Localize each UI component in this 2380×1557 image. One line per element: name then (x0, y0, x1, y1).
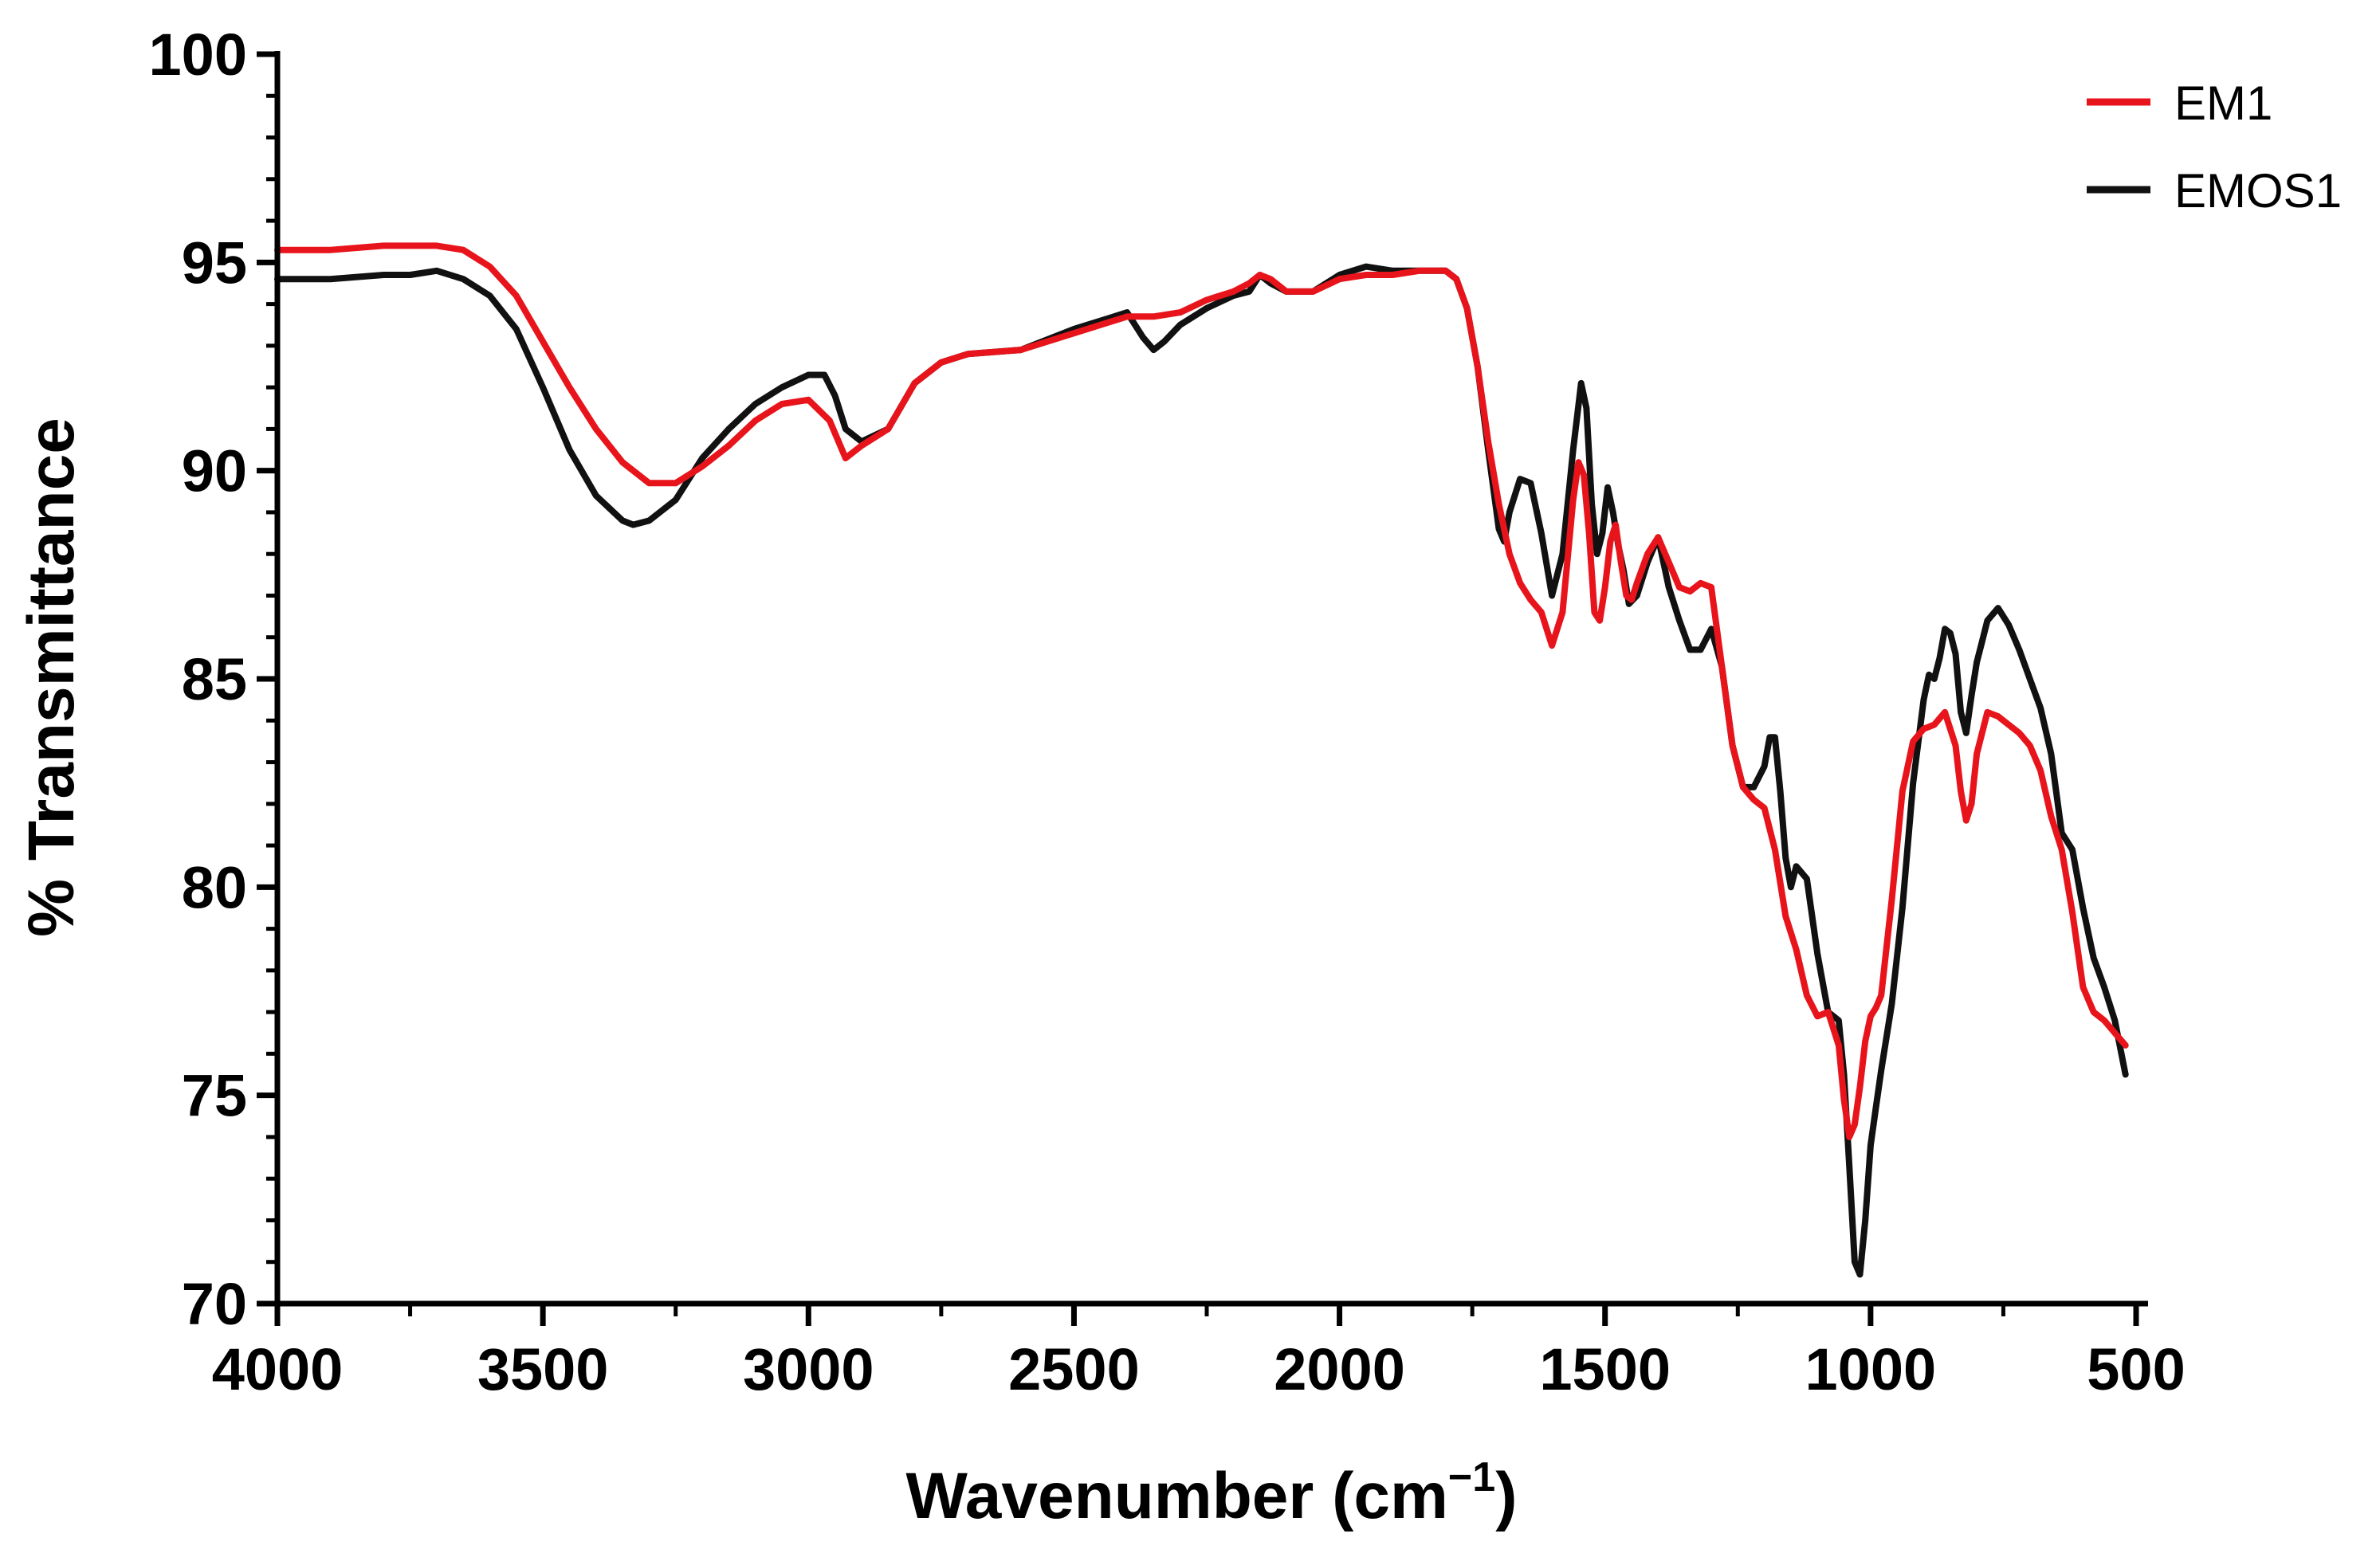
x-tick-label: 2000 (1274, 1336, 1405, 1402)
x-axis-title-superscript: −1 (1448, 1454, 1495, 1500)
x-tick-label: 500 (2087, 1336, 2185, 1402)
x-axis-title: Wavenumber (cm−1) (905, 1454, 1517, 1532)
legend-label-em1: EM1 (2174, 76, 2272, 130)
ticks-layer: 70 75 80 85 90 95 100 4000 3500 3000 2500 2000 1500 1… (149, 22, 2186, 1402)
y-tick-label: 95 (182, 229, 247, 296)
x-tick-label: 1000 (1805, 1336, 1937, 1402)
y-axis-title: % Transmittance (15, 418, 88, 937)
y-tick-label: 90 (182, 438, 247, 504)
y-tick-label: 85 (182, 646, 247, 712)
y-tick-label: 75 (182, 1063, 247, 1129)
series-line-emos1 (274, 263, 2129, 1278)
series-layer (274, 242, 2129, 1278)
x-tick-label: 1500 (1539, 1336, 1671, 1402)
x-tick-label: 2500 (1008, 1336, 1140, 1402)
x-axis-title-main: Wavenumber (cm (905, 1460, 1447, 1532)
legend: EM1 EMOS1 (2087, 76, 2342, 218)
axes-layer (274, 51, 2148, 1307)
x-tick-label: 3000 (743, 1336, 874, 1402)
x-tick-label: 4000 (212, 1336, 344, 1402)
legend-label-emos1: EMOS1 (2174, 164, 2342, 218)
y-tick-label: 80 (182, 854, 247, 920)
y-tick-label: 70 (182, 1271, 247, 1337)
x-tick-label: 3500 (477, 1336, 609, 1402)
y-tick-label: 100 (149, 22, 247, 88)
x-axis-title-close: ) (1495, 1460, 1517, 1532)
series-line-em1 (274, 242, 2129, 1140)
